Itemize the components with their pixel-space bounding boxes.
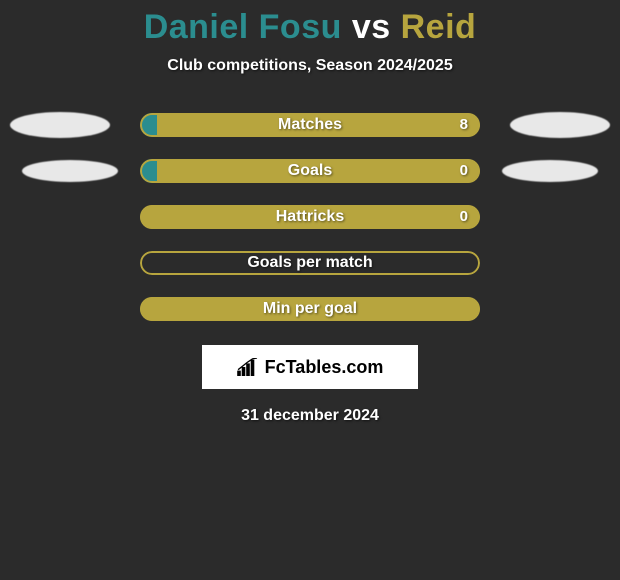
bar-left-fill	[140, 113, 157, 137]
subtitle: Club competitions, Season 2024/2025	[0, 57, 620, 75]
title-vs: vs	[352, 8, 391, 46]
stat-rows: Matches8 Goals0 Hattricks0 Goals per match M…	[0, 113, 620, 321]
bar-left-fill	[140, 159, 157, 183]
blob-right	[510, 112, 610, 138]
stat-row: Matches8	[0, 113, 620, 137]
bars-icon	[237, 358, 259, 376]
title-player1: Daniel Fosu	[144, 8, 342, 46]
bar-right-fill	[140, 297, 480, 321]
page-title: Daniel Fosu vs Reid	[0, 0, 620, 47]
title-player2: Reid	[401, 8, 477, 46]
bar-track: Min per goal	[140, 297, 480, 321]
bar-right-fill	[157, 113, 480, 137]
logo-box: FcTables.com	[202, 345, 418, 389]
bar-right-fill	[140, 205, 480, 229]
blob-right	[502, 160, 598, 182]
stat-row: Goals per match	[0, 251, 620, 275]
stat-row: Hattricks0	[0, 205, 620, 229]
bar-track: Goals0	[140, 159, 480, 183]
bar-right-fill	[157, 159, 480, 183]
bar-value-right: 0	[460, 159, 468, 183]
date-label: 31 december 2024	[0, 407, 620, 425]
bar-label: Goals per match	[140, 251, 480, 275]
bar-value-right: 8	[460, 113, 468, 137]
stat-row: Min per goal	[0, 297, 620, 321]
stat-row: Goals0	[0, 159, 620, 183]
bar-value-right: 0	[460, 205, 468, 229]
blob-left	[10, 112, 110, 138]
bar-border	[140, 251, 480, 275]
bar-track: Goals per match	[140, 251, 480, 275]
bar-track: Matches8	[140, 113, 480, 137]
bar-track: Hattricks0	[140, 205, 480, 229]
blob-left	[22, 160, 118, 182]
logo-text: FcTables.com	[265, 357, 384, 378]
